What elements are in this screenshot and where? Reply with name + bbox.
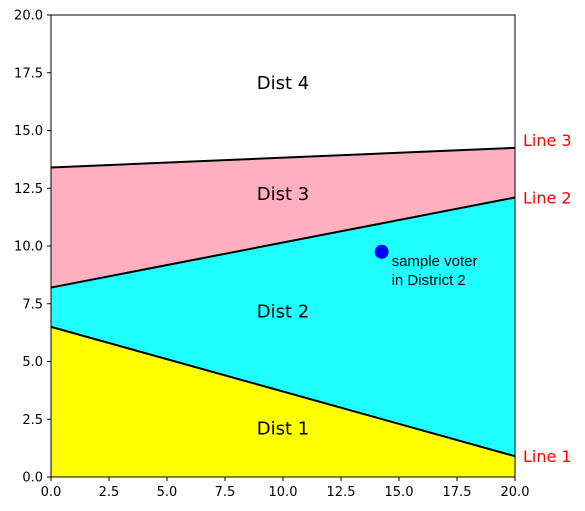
points-layer bbox=[374, 244, 389, 259]
y-tick-label: 15.0 bbox=[14, 124, 43, 139]
region-label-dist-4: Dist 4 bbox=[257, 73, 309, 94]
y-tick-label: 20.0 bbox=[14, 9, 43, 24]
boundary-line-3 bbox=[50, 146, 516, 169]
region-dist-2 bbox=[51, 197, 515, 457]
region-dist-1 bbox=[51, 326, 515, 477]
x-tick-label: 10.0 bbox=[269, 485, 298, 500]
y-tick-label: 10.0 bbox=[14, 240, 43, 255]
y-tick-label: 12.5 bbox=[14, 182, 43, 197]
axes-layer: 0.0 2.5 5.0 7.5 10.0 12.5 15.0 17.5 20.0 0.0 2.5 5.… bbox=[14, 9, 529, 501]
region-label-dist-1: Dist 1 bbox=[257, 418, 309, 439]
region-label-dist-3: Dist 3 bbox=[257, 184, 309, 205]
line-label-line-3: Line 3 bbox=[523, 131, 572, 150]
x-tick-label: 12.5 bbox=[327, 485, 356, 500]
labels-layer: Dist 1 Dist 2 Dist 3 Dist 4 Line 1 Line 2 Line… bbox=[257, 73, 572, 466]
x-tick-label: 5.0 bbox=[157, 485, 178, 500]
region-dist-4 bbox=[51, 15, 515, 168]
sample-voter-point bbox=[374, 244, 389, 259]
point-annotation-line-2: in District 2 bbox=[392, 272, 466, 289]
regions-layer bbox=[51, 15, 515, 477]
x-tick-label: 20.0 bbox=[501, 485, 530, 500]
boundary-line-2 bbox=[50, 196, 516, 289]
x-tick-label: 0.0 bbox=[41, 485, 62, 500]
y-tick-label: 7.5 bbox=[22, 297, 43, 312]
boundary-lines-layer bbox=[50, 146, 516, 458]
region-dist-3 bbox=[51, 147, 515, 288]
line-label-line-2: Line 2 bbox=[523, 188, 572, 207]
line-label-line-1: Line 1 bbox=[523, 447, 572, 466]
y-tick-label: 2.5 bbox=[22, 413, 43, 428]
y-tick-label: 17.5 bbox=[14, 66, 43, 81]
y-tick-label: 0.0 bbox=[22, 471, 43, 486]
boundary-line-1 bbox=[50, 325, 516, 458]
point-annotation-line-1: sample voter bbox=[392, 253, 478, 270]
y-tick-label: 5.0 bbox=[22, 355, 43, 370]
x-tick-label: 2.5 bbox=[99, 485, 120, 500]
x-tick-label: 7.5 bbox=[215, 485, 236, 500]
region-label-dist-2: Dist 2 bbox=[257, 302, 309, 323]
x-tick-label: 17.5 bbox=[443, 485, 472, 500]
x-tick-label: 15.0 bbox=[385, 485, 414, 500]
